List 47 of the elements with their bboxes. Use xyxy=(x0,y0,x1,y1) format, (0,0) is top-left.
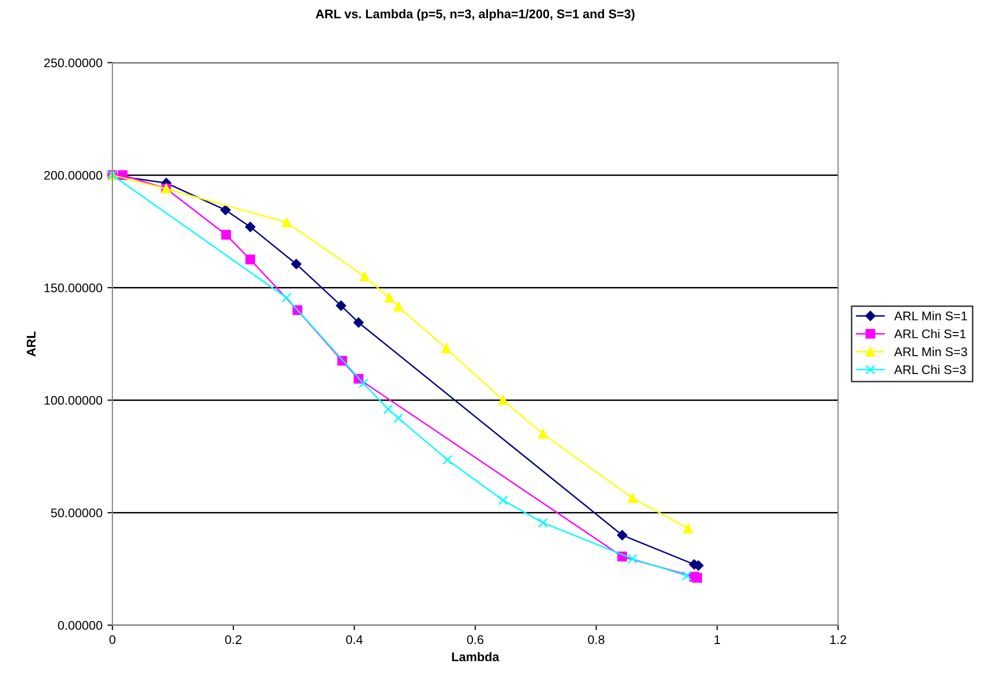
y-tick-label: 50.00000 xyxy=(51,508,102,518)
point xyxy=(282,292,292,303)
point xyxy=(628,493,638,503)
point xyxy=(617,530,628,540)
point xyxy=(336,300,346,311)
point xyxy=(353,317,364,328)
point xyxy=(358,378,368,388)
x-tick-label: 0.6 xyxy=(467,635,484,644)
legend-label: ARL Min S=1 xyxy=(894,311,968,320)
x-tick-label: 0.4 xyxy=(346,635,363,644)
point xyxy=(441,344,452,354)
point xyxy=(498,395,508,406)
point xyxy=(394,413,404,424)
point xyxy=(683,524,693,534)
point xyxy=(442,454,452,465)
legend-label: ARL Min S=3 xyxy=(894,347,968,356)
x-tick-label: 0 xyxy=(109,635,116,644)
y-tick-label: 200.00000 xyxy=(44,170,102,180)
point xyxy=(360,272,370,282)
point xyxy=(384,292,394,303)
point xyxy=(291,258,302,270)
point xyxy=(245,254,256,264)
chart-title: ARL vs. Lambda (p=5, n=3, alpha=1/200, S=1 and S=3) xyxy=(316,9,634,21)
point xyxy=(538,429,548,439)
point xyxy=(282,218,292,228)
point xyxy=(394,302,404,312)
y-tick-label: 0.00000 xyxy=(58,620,102,630)
point xyxy=(628,554,638,564)
x-tick-label: 0.2 xyxy=(225,635,242,644)
legend-label: ARL Chi S=3 xyxy=(894,364,966,374)
y-tick-label: 100.00000 xyxy=(44,396,102,405)
point xyxy=(383,404,394,414)
x-tick-label: 1.2 xyxy=(830,635,846,644)
point xyxy=(682,570,692,581)
x-axis-title: Lambda xyxy=(452,652,500,662)
point xyxy=(245,222,256,232)
y-tick-label: 250.00000 xyxy=(44,58,102,68)
y-axis-title: ARL xyxy=(26,331,36,356)
point xyxy=(498,495,508,506)
point xyxy=(221,230,231,240)
x-tick-label: 1 xyxy=(714,635,720,644)
point xyxy=(220,204,231,216)
legend-label: ARL Chi S=1 xyxy=(894,329,966,338)
point xyxy=(692,573,702,583)
x-tick-label: 0.8 xyxy=(588,635,604,644)
point xyxy=(538,518,548,528)
y-tick-label: 150.00000 xyxy=(44,283,102,292)
